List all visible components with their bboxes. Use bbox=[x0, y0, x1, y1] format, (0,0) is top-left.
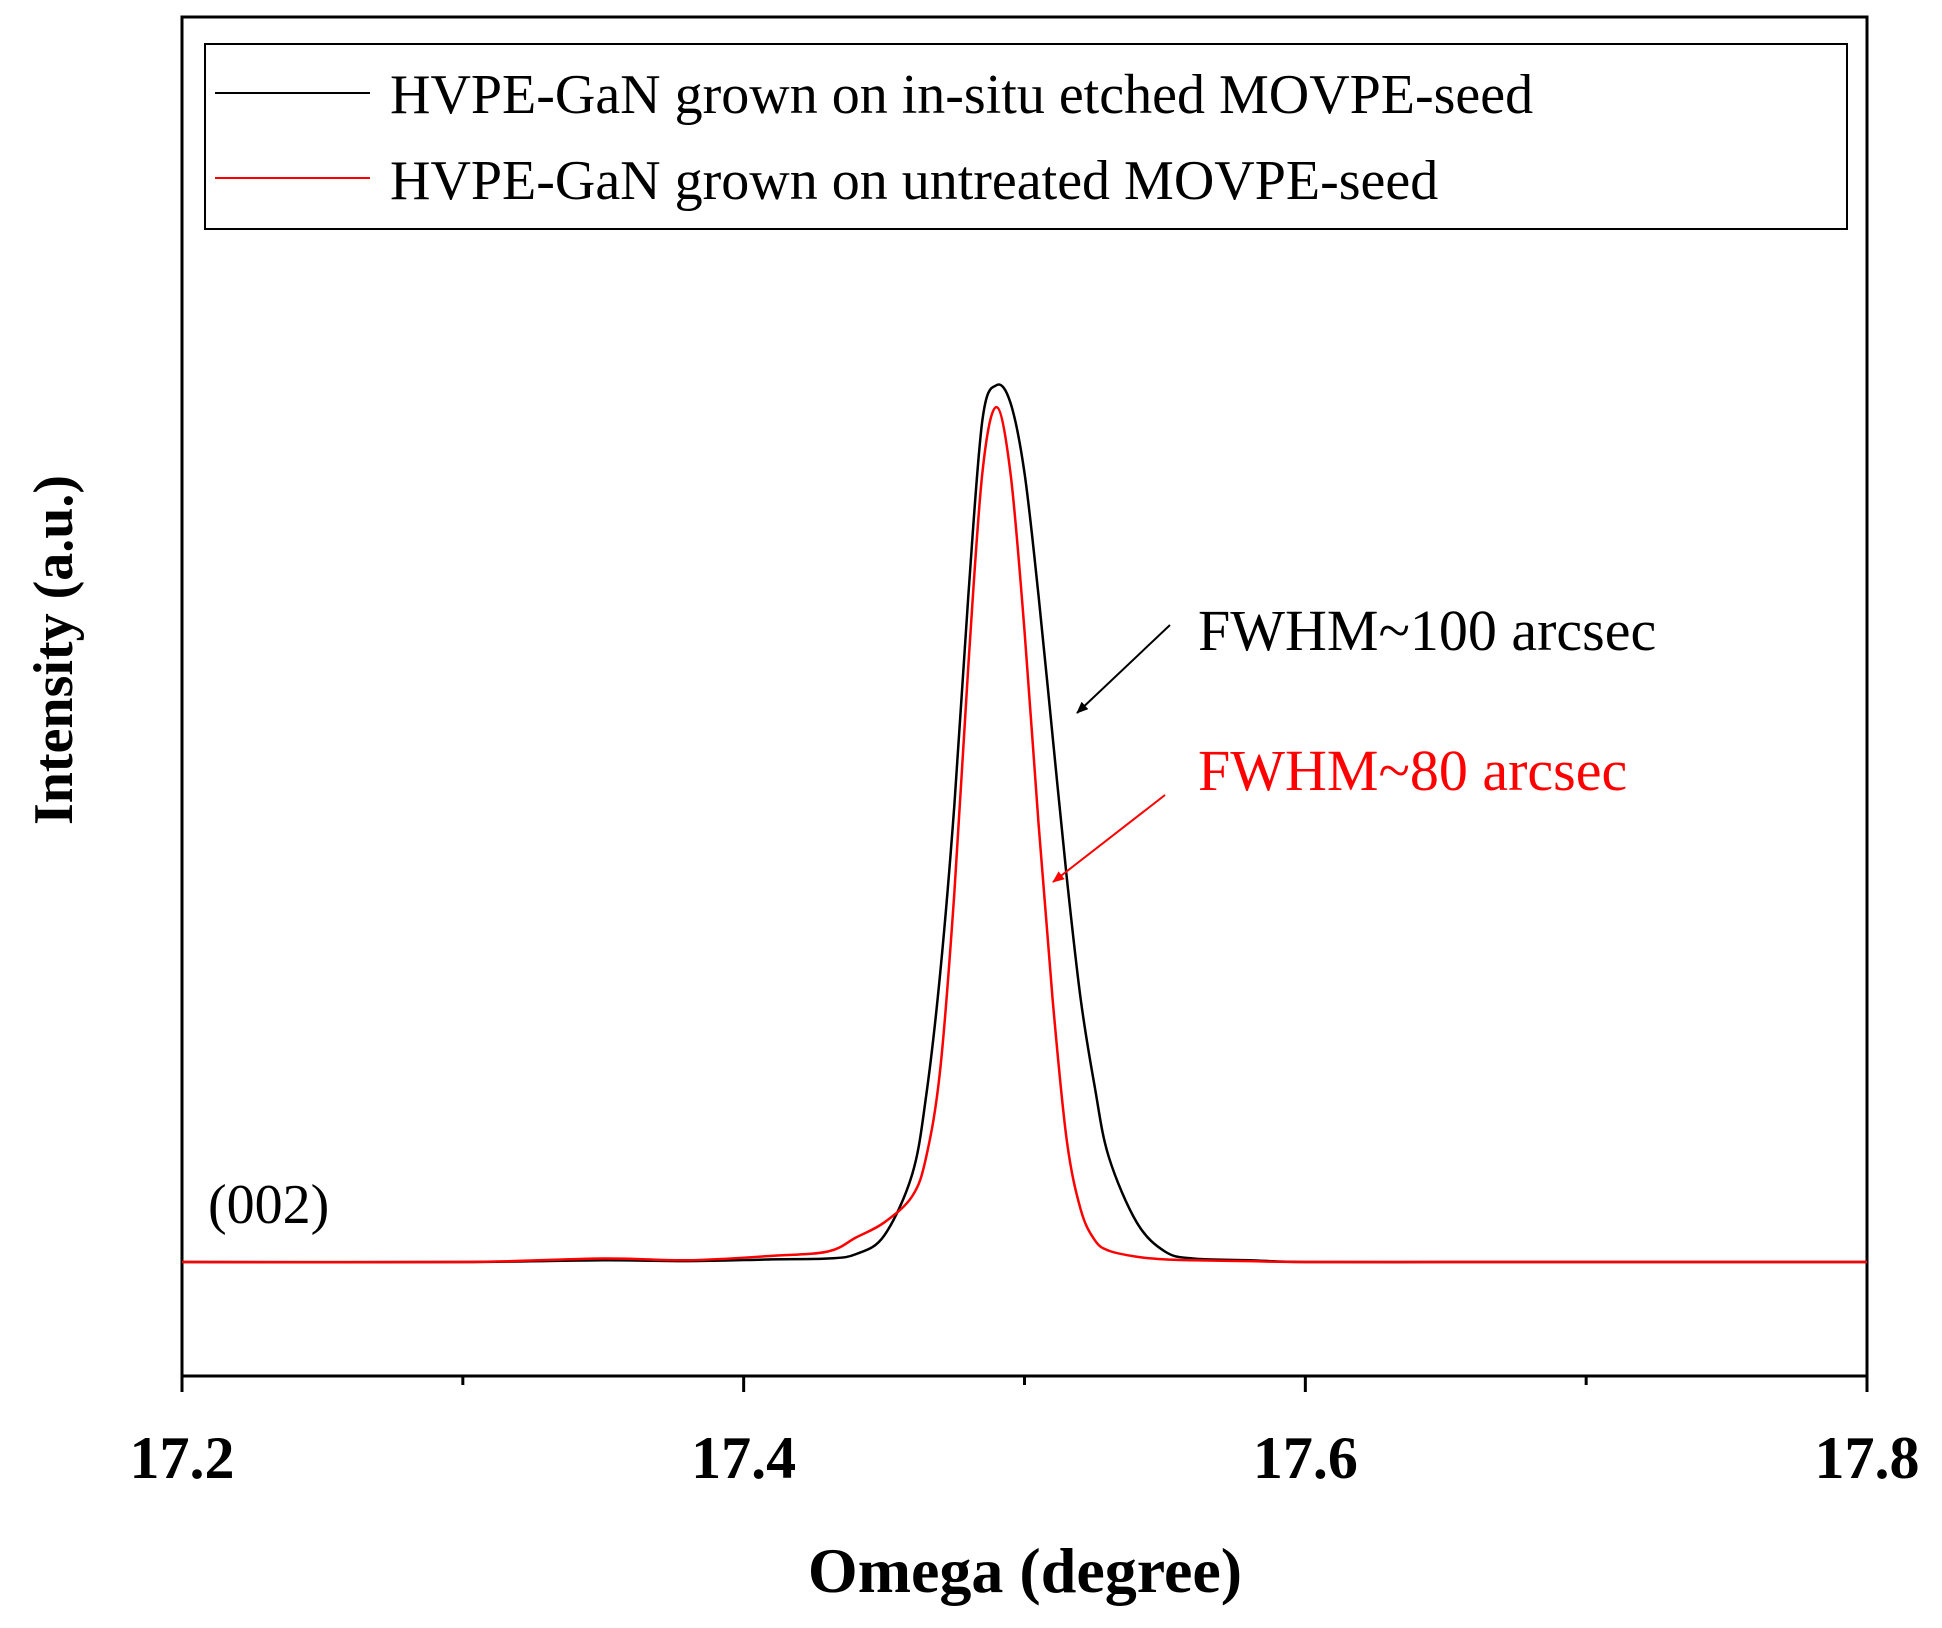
y-axis-title: Intensity (a.u.) bbox=[23, 475, 85, 825]
x-axis-title: Omega (degree) bbox=[808, 1535, 1242, 1606]
series-line-black bbox=[181, 383, 1867, 1264]
x-tick-label: 17.8 bbox=[1815, 1425, 1920, 1491]
annotation-fwhm-black: FWHM~100 arcsec bbox=[1198, 598, 1656, 663]
legend-label-black: HVPE-GaN grown on in-situ etched MOVPE-s… bbox=[390, 64, 1533, 126]
legend-label-red: HVPE-GaN grown on untreated MOVPE-seed bbox=[390, 150, 1438, 212]
annotation-arrow-black bbox=[1076, 624, 1171, 714]
annotation-002: (002) bbox=[208, 1174, 329, 1236]
x-tick-label: 17.2 bbox=[130, 1425, 235, 1491]
annotation-fwhm-red: FWHM~80 arcsec bbox=[1198, 738, 1627, 803]
x-tick-label: 17.6 bbox=[1253, 1425, 1358, 1491]
x-tick-label: 17.4 bbox=[691, 1425, 796, 1491]
legend-box bbox=[204, 43, 1848, 230]
x-axis: 17.2 17.4 17.6 17.8 bbox=[130, 1376, 1920, 1491]
annotation-arrow-red bbox=[1052, 794, 1166, 883]
legend: HVPE-GaN grown on in-situ etched MOVPE-s… bbox=[204, 43, 1848, 230]
series-line-red bbox=[181, 405, 1867, 1264]
